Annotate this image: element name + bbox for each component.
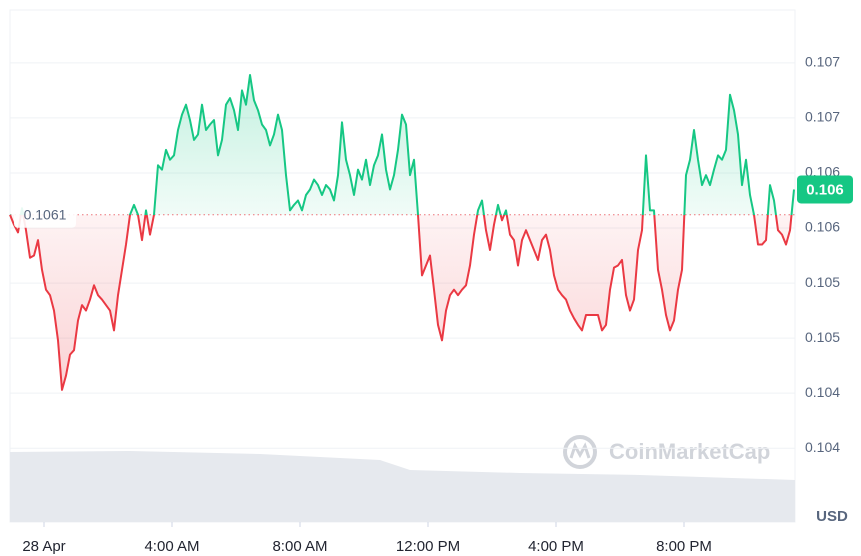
x-tick-label: 4:00 PM	[528, 538, 584, 555]
reference-label-box	[14, 201, 76, 228]
y-tick-label: 0.104	[805, 384, 840, 400]
axes: 0.104 0.104 0.105 0.105 0.106 0.106 0.107 0.107…	[14, 54, 853, 555]
y-tick-label: 0.107	[805, 109, 840, 125]
watermark-text: CoinMarketCap	[609, 439, 770, 464]
area-fill	[10, 74, 794, 390]
watermark: CoinMarketCap	[563, 435, 770, 469]
x-tick-label: 8:00 AM	[272, 538, 327, 555]
reference-label-text: 0.1061	[24, 207, 67, 223]
x-tick-label: 12:00 PM	[396, 538, 460, 555]
y-tick-label: 0.105	[805, 274, 840, 290]
y-tick-label: 0.106	[805, 219, 840, 235]
current-price-badge	[797, 175, 853, 204]
currency-label: USD	[816, 508, 848, 525]
current-price-label: 0.106	[806, 181, 844, 198]
watermark-logo	[563, 435, 597, 469]
y-tick-label: 0.104	[805, 439, 840, 455]
plot	[9, 73, 795, 391]
volume-area	[10, 451, 795, 522]
x-tick-label: 28 Apr	[22, 538, 65, 555]
reference-label: 0.1061	[14, 201, 76, 228]
price-line	[9, 73, 795, 391]
x-tick-label: 8:00 PM	[656, 538, 712, 555]
x-tick-label: 4:00 AM	[144, 538, 199, 555]
y-tick-label: 0.107	[805, 54, 840, 70]
watermark-logo-mark	[569, 442, 591, 459]
y-tick-label: 0.105	[805, 329, 840, 345]
